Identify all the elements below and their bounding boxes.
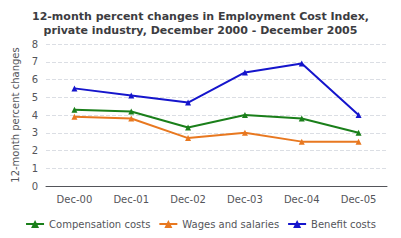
svg-text:private industry, December 200: private industry, December 2000 - Decemb… <box>44 24 358 37</box>
svg-text:6: 6 <box>32 74 38 85</box>
svg-text:5: 5 <box>32 92 38 103</box>
svg-text:7: 7 <box>32 56 38 67</box>
svg-text:Dec-05: Dec-05 <box>341 194 377 205</box>
svg-text:3: 3 <box>32 127 38 138</box>
svg-text:Dec-01: Dec-01 <box>113 194 149 205</box>
svg-text:Benefit costs: Benefit costs <box>311 219 376 230</box>
svg-text:Wages and salaries: Wages and salaries <box>182 219 279 230</box>
svg-text:0: 0 <box>32 181 38 192</box>
svg-text:Dec-04: Dec-04 <box>284 194 320 205</box>
svg-text:Compensation costs: Compensation costs <box>49 219 150 230</box>
svg-text:Dec-02: Dec-02 <box>170 194 206 205</box>
svg-text:8: 8 <box>32 39 38 50</box>
svg-text:Dec-00: Dec-00 <box>57 194 93 205</box>
svg-text:2: 2 <box>32 145 38 156</box>
svg-text:12-month percent changes: 12-month percent changes <box>10 47 21 182</box>
svg-text:1: 1 <box>32 163 38 174</box>
svg-text:Dec-03: Dec-03 <box>227 194 263 205</box>
svg-text:4: 4 <box>32 110 38 121</box>
svg-text:12-month percent changes in Em: 12-month percent changes in Employment C… <box>32 10 369 23</box>
